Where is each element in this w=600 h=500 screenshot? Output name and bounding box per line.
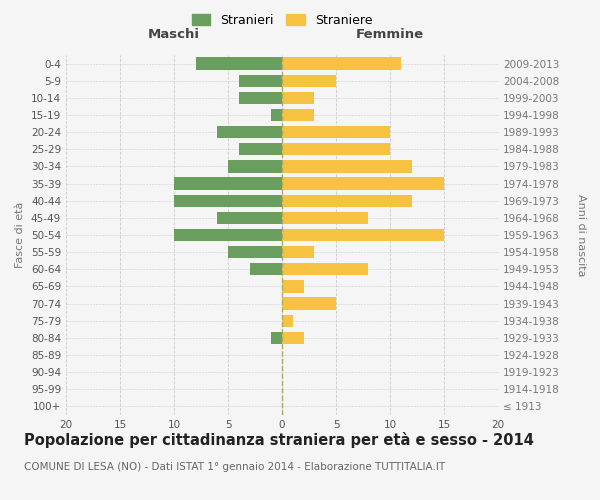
Bar	[174, 178, 282, 190]
Bar	[282, 160, 412, 172]
Y-axis label: Fasce di età: Fasce di età	[16, 202, 25, 268]
Bar	[282, 332, 304, 344]
Bar	[282, 178, 444, 190]
Bar	[282, 212, 368, 224]
Legend: Stranieri, Straniere: Stranieri, Straniere	[187, 8, 377, 32]
Bar	[282, 143, 390, 156]
Bar	[282, 298, 336, 310]
Bar	[271, 332, 282, 344]
Text: Maschi: Maschi	[148, 28, 200, 40]
Bar	[174, 229, 282, 241]
Bar	[271, 109, 282, 121]
Bar	[239, 143, 282, 156]
Bar	[196, 58, 282, 70]
Bar	[282, 263, 368, 276]
Text: COMUNE DI LESA (NO) - Dati ISTAT 1° gennaio 2014 - Elaborazione TUTTITALIA.IT: COMUNE DI LESA (NO) - Dati ISTAT 1° genn…	[24, 462, 445, 472]
Bar	[239, 74, 282, 87]
Bar	[282, 58, 401, 70]
Bar	[282, 280, 304, 292]
Text: Femmine: Femmine	[356, 28, 424, 40]
Bar	[282, 92, 314, 104]
Bar	[239, 92, 282, 104]
Text: Popolazione per cittadinanza straniera per età e sesso - 2014: Popolazione per cittadinanza straniera p…	[24, 432, 534, 448]
Bar	[217, 212, 282, 224]
Bar	[282, 229, 444, 241]
Bar	[282, 194, 412, 207]
Bar	[217, 126, 282, 138]
Bar	[282, 74, 336, 87]
Y-axis label: Anni di nascita: Anni di nascita	[576, 194, 586, 276]
Bar	[282, 314, 293, 327]
Bar	[228, 246, 282, 258]
Bar	[174, 194, 282, 207]
Bar	[282, 109, 314, 121]
Bar	[282, 246, 314, 258]
Bar	[228, 160, 282, 172]
Bar	[282, 126, 390, 138]
Bar	[250, 263, 282, 276]
